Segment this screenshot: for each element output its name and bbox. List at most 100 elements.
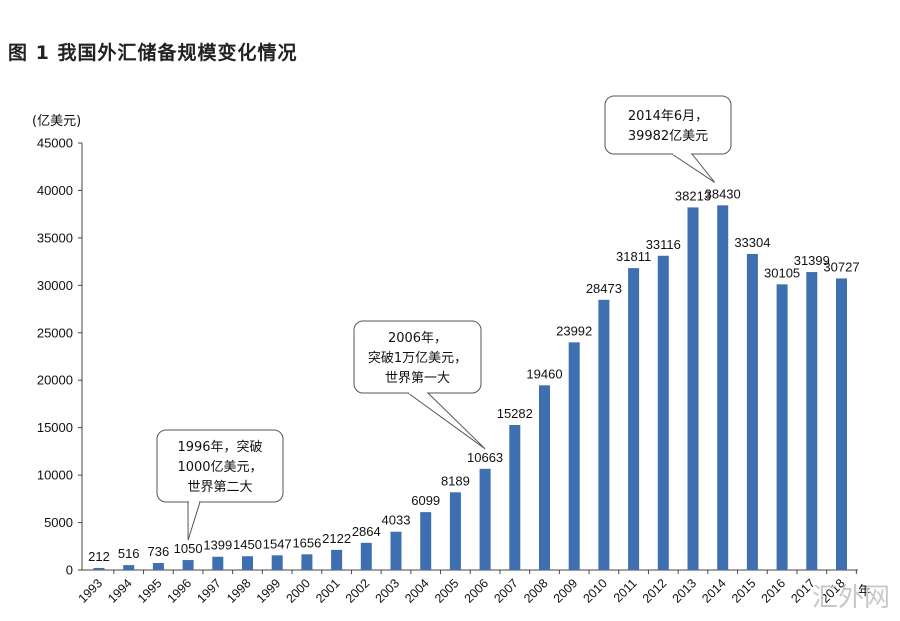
callout-text-line: 世界第一大 [385,371,450,386]
value-label-2003: 4033 [382,513,411,528]
value-label-2009: 23992 [556,323,592,338]
y-tick-label: 35000 [37,230,73,245]
value-label-1998: 1450 [233,537,262,552]
x-tick-label-1993: 1993 [76,576,106,606]
value-label-2018: 30727 [823,259,859,274]
y-tick-label: 45000 [37,136,73,151]
y-tick-label: 25000 [37,325,73,340]
callout-pointer [187,501,201,541]
bar-2002 [360,542,372,570]
data-labels: 212 516 736 1050 1399 1450 1547 1656 2122 2864403… [88,186,859,564]
bar-2015 [746,253,758,570]
x-tick-label-2012: 2012 [640,576,670,606]
y-tick-label: 10000 [37,468,73,483]
bar-2016 [776,284,788,570]
value-label-2002: 2864 [352,524,381,539]
bar-1997 [212,556,224,570]
bar-1998 [242,556,253,570]
bar-2007 [509,424,521,570]
y-tick-label: 40000 [37,183,73,198]
bar-2005 [449,492,461,570]
value-label-1996: 1050 [174,541,203,556]
x-tick-label-2006: 2006 [462,576,492,606]
value-label-2006: 10663 [467,450,503,465]
bar-2001 [331,549,343,570]
value-label-1995: 736 [148,544,170,559]
value-label-1999: 1547 [263,536,292,551]
x-tick-label-2008: 2008 [521,576,551,606]
value-label-2005: 8189 [441,473,470,488]
callout-2014: 2014年6月， 39982亿美元 [604,95,732,183]
x-tick-label-2007: 2007 [491,576,521,606]
value-label-2011: 31811 [616,249,651,264]
value-label-2004: 6099 [411,493,440,508]
bar-series [93,205,847,571]
x-tick-label-2002: 2002 [343,576,373,606]
value-label-2014: 38430 [705,186,741,201]
bar-2006 [479,468,491,570]
callouts: 1996年，突破 1000亿美元， 世界第二大 2006年， 突破1万亿美元， 世界第一大… [156,95,732,541]
value-label-2015: 33304 [734,235,770,250]
bar-2011 [628,268,640,570]
x-tick-label-2000: 2000 [283,576,313,606]
bar-2013 [687,207,699,570]
y-tick-label: 5000 [44,515,73,530]
callout-text-line: 39982亿美元 [628,129,708,144]
x-tick-label-2003: 2003 [373,576,403,606]
watermark: 汇外网 [812,583,890,613]
chart-title: 图 1 我国外汇储备规模变化情况 [8,42,298,64]
x-tick-label-2009: 2009 [551,576,581,606]
bar-2012 [657,255,669,570]
bar-1993 [93,567,105,570]
callout-text-line: 1996年，突破 [177,439,262,455]
bar-2017 [806,272,818,570]
x-tick-label-2013: 2013 [670,576,700,606]
callout-text-line: 突破1万亿美元， [368,350,467,366]
bar-2009 [568,342,580,570]
value-label-2016: 30105 [764,265,800,280]
value-label-2017: 31399 [794,253,830,268]
x-tick-label-2005: 2005 [432,576,462,606]
value-label-2000: 1656 [292,535,321,550]
value-label-2013: 38213 [675,188,711,203]
x-tick-label-2014: 2014 [699,576,729,606]
x-tick-label-2016: 2016 [759,576,789,606]
bar-1994 [123,565,135,570]
bar-2008 [539,385,550,570]
callout-text-line: 世界第二大 [187,480,252,495]
callout-text-line: 2006年， [388,331,447,346]
y-tick-label: 20000 [37,373,73,388]
value-label-2007: 15282 [497,406,533,421]
bar-2014 [717,205,729,571]
x-tick-label-2015: 2015 [729,576,759,606]
bar-1996 [182,560,194,570]
callout-pointer [407,392,486,450]
x-tick-label-2011: 2011 [611,576,640,605]
bar-1995 [152,563,164,570]
x-tick-label-2010: 2010 [580,576,610,606]
callout-box [156,429,284,503]
callout-2006: 2006年， 突破1万亿美元， 世界第一大 [353,320,486,450]
y-tick-label: 15000 [37,420,73,435]
callout-text-line: 1000亿美元， [177,460,262,475]
x-tick-label-1996: 1996 [165,576,195,606]
bar-2010 [598,299,610,570]
value-label-2008: 19460 [526,366,562,381]
y-tick-label: 30000 [37,278,73,293]
callout-1996: 1996年，突破 1000亿美元， 世界第二大 [156,429,284,541]
bar-2003 [390,531,402,570]
callout-text-line: 2014年6月， [628,109,708,124]
value-label-1997: 1399 [203,538,232,553]
value-label-2001: 2122 [322,531,351,546]
x-tick-label-1999: 1999 [254,576,284,606]
callout-pointer [671,153,716,183]
x-axis-labels: 1993 1994 1995 1996 1997 1998 1999 2000 2001 2002… [76,570,857,606]
value-label-2012: 33116 [646,237,681,252]
value-label-2010: 28473 [586,281,622,296]
value-label-1993: 212 [88,549,110,564]
x-tick-label-1998: 1998 [224,576,254,606]
value-label-1994: 516 [118,546,140,561]
callout-box [604,95,732,155]
x-tick-label-2001: 2001 [313,576,343,606]
y-tick-label: 0 [66,563,73,578]
